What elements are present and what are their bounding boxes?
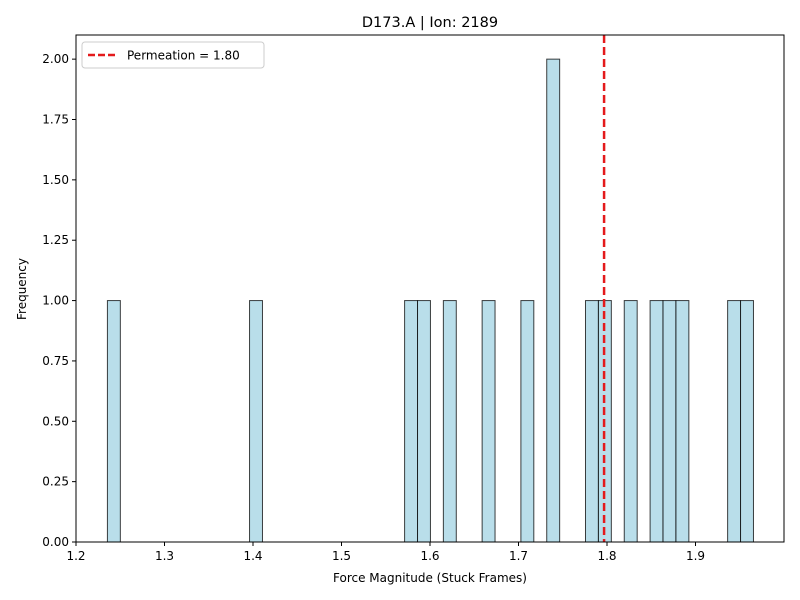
y-tick-label: 0.75 [42, 354, 69, 368]
histogram-bar [623, 300, 638, 543]
chart-title: D173.A | Ion: 2189 [362, 15, 498, 31]
legend-label: Permeation = 1.80 [127, 49, 240, 63]
histogram-bar [520, 300, 535, 543]
histogram-bar [106, 300, 121, 543]
legend: Permeation = 1.80 [81, 41, 265, 69]
histogram-bar [740, 300, 754, 543]
y-tick-label: 1.50 [42, 173, 69, 187]
x-axis: 1.2 1.3 1.4 1.5 1.6 1.7 1.8 1.9 [66, 542, 705, 563]
x-tick-label: 1.5 [332, 549, 351, 563]
y-axis-label: Frequency [15, 258, 29, 320]
histogram-bar [481, 300, 496, 543]
x-tick-label: 1.7 [509, 549, 528, 563]
x-tick-label: 1.8 [597, 549, 616, 563]
x-tick-label: 1.3 [155, 549, 174, 563]
bars-layer [106, 58, 754, 543]
x-tick-label: 1.9 [686, 549, 705, 563]
x-tick-label: 1.6 [420, 549, 439, 563]
histogram-bar [546, 58, 561, 543]
x-tick-label: 1.4 [243, 549, 262, 563]
histogram-bar [584, 300, 599, 543]
histogram-bar [727, 300, 742, 543]
y-tick-label: 1.75 [42, 113, 69, 127]
y-tick-label: 0.25 [42, 475, 69, 489]
y-axis: 0.00 0.25 0.50 0.75 1.00 1.25 1.50 1.75 2.00 [42, 52, 76, 549]
histogram-bar [649, 300, 664, 543]
legend-box [81, 41, 265, 69]
y-tick-label: 0.50 [42, 414, 69, 428]
histogram-bar [249, 300, 263, 543]
y-tick-label: 0.00 [42, 535, 69, 549]
x-axis-label: Force Magnitude (Stuck Frames) [333, 571, 527, 585]
histogram-bar [662, 300, 677, 543]
histogram-bar [404, 300, 419, 543]
y-tick-label: 1.25 [42, 233, 69, 247]
y-tick-label: 2.00 [42, 52, 69, 66]
y-tick-label: 1.00 [42, 294, 69, 308]
histogram-bar [675, 300, 690, 543]
x-tick-label: 1.2 [66, 549, 85, 563]
histogram-bar [442, 300, 457, 543]
histogram-bar [417, 300, 431, 543]
